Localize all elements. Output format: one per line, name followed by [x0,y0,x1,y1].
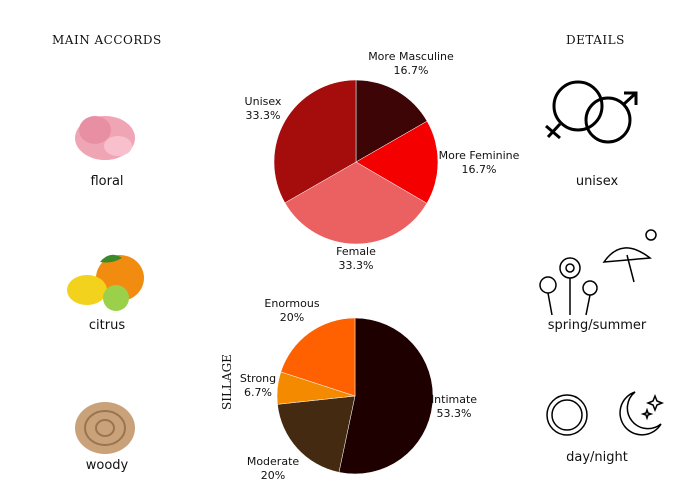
pie-slice-intimate [338,317,434,475]
pie-slice-moderate [277,395,356,473]
sun-moon-icon [546,391,665,436]
slice-label-unisex: Unisex 33.3% [244,95,282,122]
slice-label-enormous: Enormous 20% [264,297,320,324]
detail-season-label: spring/summer [547,318,647,333]
slice-label-more-feminine: More Feminine 16.7% [438,149,520,176]
pie-slice-enormous [280,317,356,397]
accord-floral-label: floral [90,174,124,189]
sillage-axis-label: SILLAGE [220,354,234,410]
slice-label-more-masculine: More Masculine 16.7% [368,50,454,77]
accord-woody-label: woody [85,458,129,473]
pie-slice-unisex [273,79,357,204]
main-accords-title: MAIN ACCORDS [52,33,162,47]
pie-slice-more-feminine [355,120,439,204]
wood-slice-icon [75,402,135,454]
detail-gender-label: unisex [575,174,619,189]
flowers-umbrella-sun-icon [539,229,657,316]
pie-slice-more-masculine [355,79,428,163]
slice-label-intimate: Intimate 53.3% [430,393,478,420]
accord-citrus-label: citrus [88,318,126,333]
slice-label-moderate: Moderate 20% [246,455,300,482]
detail-time-label: day/night [566,450,628,465]
slice-label-female: Female 33.3% [336,245,376,272]
gender-symbols-icon [545,80,638,144]
lemon-orange-icon [67,254,144,311]
details-title: DETAILS [566,33,625,47]
slice-label-strong: Strong 6.7% [239,372,277,399]
carnation-flower-icon [75,116,135,160]
